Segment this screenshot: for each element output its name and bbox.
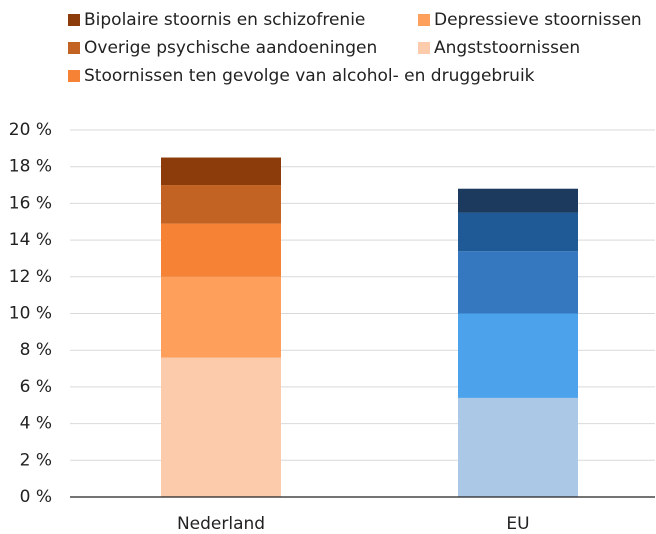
bar-segment	[161, 223, 281, 277]
legend-swatch	[68, 42, 80, 54]
y-tick-label: 16 %	[9, 193, 52, 213]
legend-label: Depressieve stoornissen	[434, 10, 642, 30]
bar-segment	[458, 188, 578, 213]
x-tick-label: Nederland	[177, 514, 265, 534]
y-tick-label: 6 %	[20, 377, 52, 397]
legend-label: Angststoornissen	[434, 38, 580, 58]
bar-segment	[161, 185, 281, 224]
bar-segment	[161, 276, 281, 358]
bar-segment	[458, 397, 578, 497]
legend-label: Bipolaire stoornis en schizofrenie	[84, 10, 365, 30]
legend-swatch	[68, 70, 80, 82]
bar-segment	[458, 251, 578, 314]
legend-swatch	[418, 42, 430, 54]
y-tick-label: 20 %	[9, 120, 52, 140]
legend-swatch	[418, 14, 430, 26]
bar-segment	[458, 212, 578, 252]
bar-segment	[161, 357, 281, 497]
y-tick-label: 2 %	[20, 450, 52, 470]
y-tick-label: 10 %	[9, 304, 52, 324]
y-tick-label: 14 %	[9, 230, 52, 250]
legend-label: Stoornissen ten gevolge van alcohol- en …	[84, 66, 535, 86]
y-tick-label: 12 %	[9, 267, 52, 287]
bar-segment	[458, 313, 578, 398]
y-tick-label: 0 %	[20, 487, 52, 507]
y-tick-label: 4 %	[20, 414, 52, 434]
y-tick-label: 8 %	[20, 340, 52, 360]
bar-segment	[161, 157, 281, 186]
y-tick-label: 18 %	[9, 157, 52, 177]
x-tick-label: EU	[506, 514, 529, 534]
legend-label: Overige psychische aandoeningen	[84, 38, 377, 58]
legend-swatch	[68, 14, 80, 26]
